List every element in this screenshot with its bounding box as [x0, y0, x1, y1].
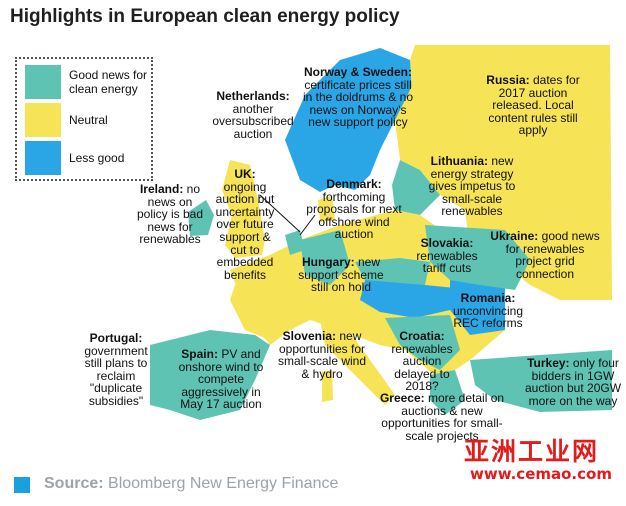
region-portugal: [150, 340, 170, 410]
legend-label-less-good: Less good: [69, 151, 125, 165]
legend-swatch-neutral: [25, 103, 61, 137]
note-slovakia: Slovakia: renewables tariff cuts: [416, 236, 478, 276]
source-marker: [14, 477, 30, 493]
watermark-logo: 亚洲工业网: [464, 437, 600, 466]
region-ireland: [188, 200, 214, 236]
region-germany: [300, 230, 350, 285]
note-greece: Greece: more detail on auctions & new op…: [379, 391, 505, 443]
note-portugal: Portugal: government still plans to recl…: [84, 331, 148, 408]
note-denmark: Denmark: forthcoming proposals for next …: [306, 177, 402, 242]
legend-item-good: Good news for clean energy: [25, 65, 159, 99]
region-sardinia: [322, 370, 333, 402]
region-uk: [222, 160, 265, 258]
region-ukraine: [425, 225, 530, 290]
legend-item-neutral: Neutral: [25, 103, 159, 137]
note-turkey: Turkey: only four bidders in 1GW auction…: [524, 356, 622, 408]
region-romania: [450, 280, 505, 335]
note-lithuania: Lithuania: new energy strategy gives imp…: [428, 154, 516, 219]
region-scandinavia: [285, 48, 412, 192]
region-denmark: [318, 196, 335, 222]
region-balkans: [385, 315, 460, 370]
legend-label-good: Good news for clean energy: [69, 68, 148, 96]
region-poland: [350, 215, 420, 265]
region-netherlands: [285, 230, 305, 255]
legend-item-less-good: Less good: [25, 141, 159, 175]
note-uk: UK: ongoing auction but uncertainty over…: [215, 167, 275, 282]
region-spain: [160, 330, 270, 420]
region-turkey: [470, 350, 612, 412]
page-title: Highlights in European clean energy poli…: [10, 6, 400, 27]
region-france: [230, 262, 310, 340]
map-legend: Good news for clean energy Neutral Less …: [15, 57, 153, 181]
region-greece: [430, 370, 465, 415]
note-ireland: Ireland: no news on policy is bad news f…: [136, 182, 204, 247]
region-slovakia: [355, 258, 430, 285]
note-romania: Romania: unconvincing REC reforms: [452, 291, 524, 331]
region-hungary: [360, 280, 455, 318]
region-italy: [320, 320, 395, 405]
region-russia: [400, 45, 612, 300]
legend-swatch-less-good: [25, 141, 61, 175]
region-finland: [395, 80, 440, 170]
note-norway-sweden: Norway & Sweden: certificate prices stil…: [302, 65, 414, 130]
note-spain: Spain: PV and onshore wind to compete ag…: [178, 347, 264, 412]
region-baltics: [392, 160, 440, 215]
note-slovenia: Slovenia: new opportunities for small-sc…: [277, 329, 367, 381]
source-line: Source: Bloomberg New Energy Finance: [44, 475, 339, 492]
watermark-url: www.cemao.com: [470, 465, 612, 483]
note-russia: Russia: dates for 2017 auction released.…: [486, 73, 580, 138]
note-croatia: Croatia: renewables auction delayed to 2…: [391, 329, 453, 394]
legend-label-neutral: Neutral: [69, 113, 108, 127]
note-netherlands: Netherlands: another oversubscribed auct…: [212, 89, 294, 141]
legend-swatch-good: [25, 65, 61, 99]
note-hungary: Hungary: new support scheme still on hol…: [298, 255, 384, 295]
note-ukraine: Ukraine: good news for renewables projec…: [490, 229, 600, 281]
